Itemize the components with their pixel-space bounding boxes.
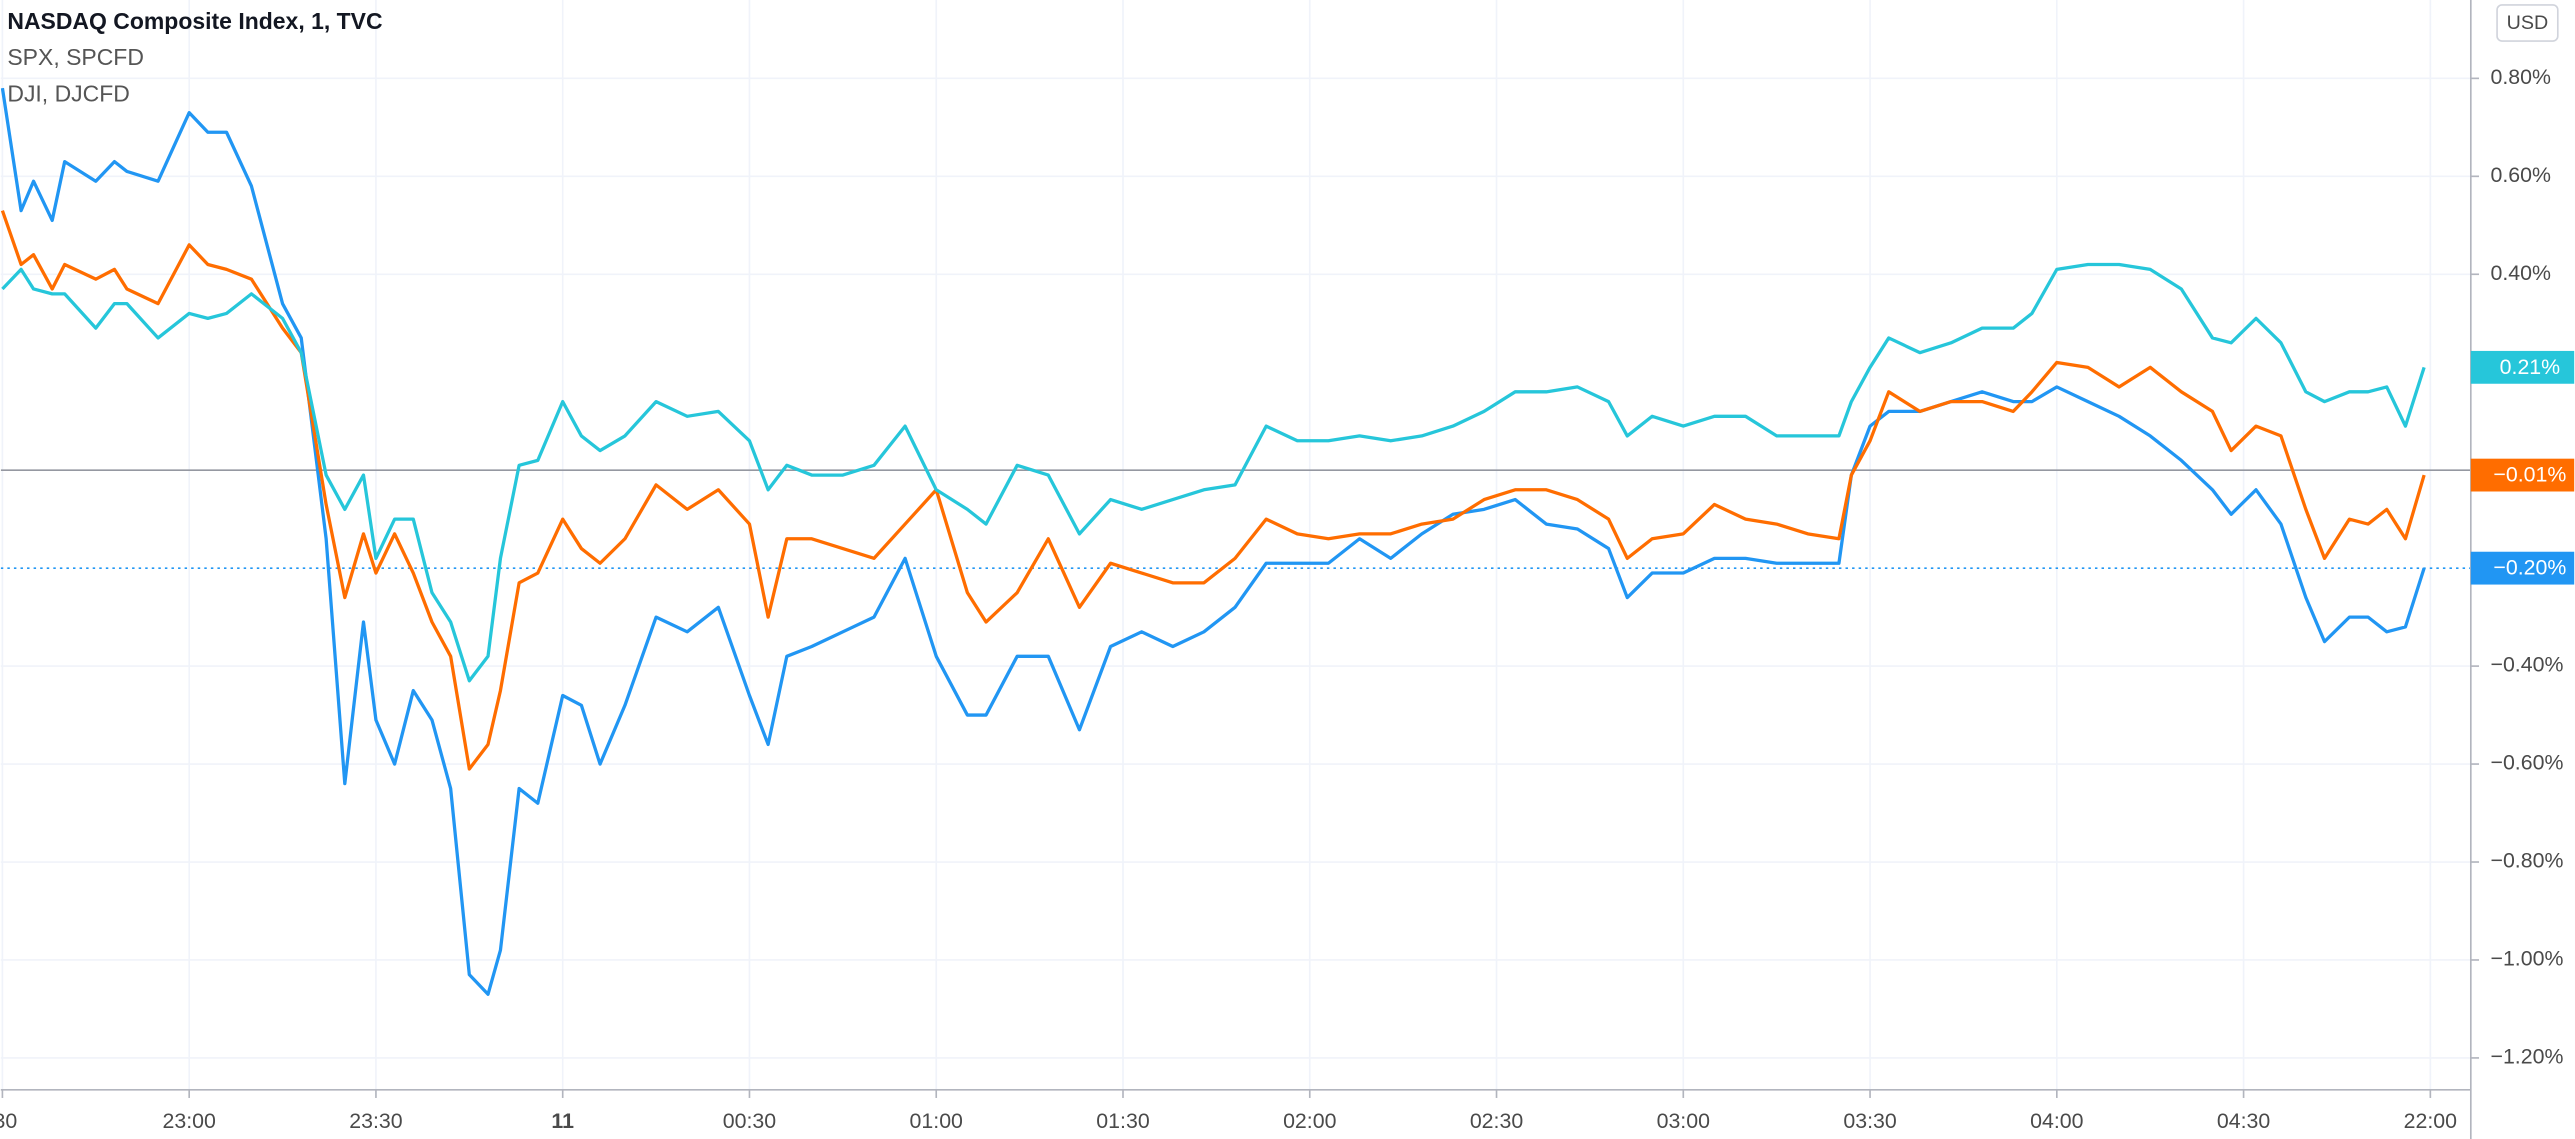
y-tick-label: −1.20% — [2491, 1045, 2564, 1069]
legend-entry: NASDAQ Composite Index, 1, TVC — [7, 8, 382, 34]
last-value-tag — [2470, 350, 2575, 384]
x-tick-label: 03:00 — [1657, 1109, 1711, 1133]
y-tick-label: 0.60% — [2491, 163, 2552, 187]
axes: 0.80% 0.60% 0.40% −0.40% −0.60% −0.80% −1.00% −… — [0, 65, 2575, 1133]
legend: NASDAQ Composite Index, 1, TVC SPX, SPCFD… — [7, 8, 382, 106]
plot-area — [0, 87, 2471, 996]
x-tick-label: 01:00 — [910, 1109, 964, 1133]
x-tick-label: 22:00 — [2404, 1109, 2458, 1133]
y-tick-label: −0.60% — [2491, 751, 2564, 775]
legend-entry: DJI, DJCFD — [7, 80, 130, 106]
y-tick-label: −1.00% — [2491, 947, 2564, 971]
x-tick-label: :30 — [0, 1109, 17, 1133]
x-tick-label: 03:30 — [1843, 1109, 1897, 1133]
series-line — [0, 87, 2426, 996]
last-value-tag — [2470, 551, 2575, 585]
last-value-label: −0.01% — [2493, 463, 2566, 487]
last-value-label: 0.21% — [2500, 355, 2561, 379]
last-value-label: −0.20% — [2493, 556, 2566, 580]
currency: USD — [2507, 12, 2549, 34]
x-tick-label: 11 — [551, 1109, 574, 1133]
x-tick-label: 02:00 — [1283, 1109, 1337, 1133]
grid — [0, 0, 2471, 1090]
currency-box[interactable] — [2496, 4, 2559, 42]
y-tick-label: −0.40% — [2491, 653, 2564, 677]
legend-entry: SPX, SPCFD — [7, 44, 144, 70]
x-tick-label: 01:30 — [1096, 1109, 1150, 1133]
last-value-tag — [2470, 458, 2575, 492]
x-tick-label: 00:30 — [723, 1109, 777, 1133]
y-tick-label: −0.80% — [2491, 849, 2564, 873]
x-tick-label: 23:00 — [162, 1109, 216, 1133]
series-line — [0, 210, 2426, 771]
y-tick-label: 0.40% — [2491, 261, 2552, 285]
y-tick-label: 0.80% — [2491, 65, 2552, 89]
x-tick-label: 23:30 — [349, 1109, 403, 1133]
x-tick-label: 02:30 — [1470, 1109, 1524, 1133]
x-tick-label: 04:00 — [2030, 1109, 2084, 1133]
x-tick-label: 04:30 — [2217, 1109, 2271, 1133]
series-line — [1, 262, 2426, 683]
